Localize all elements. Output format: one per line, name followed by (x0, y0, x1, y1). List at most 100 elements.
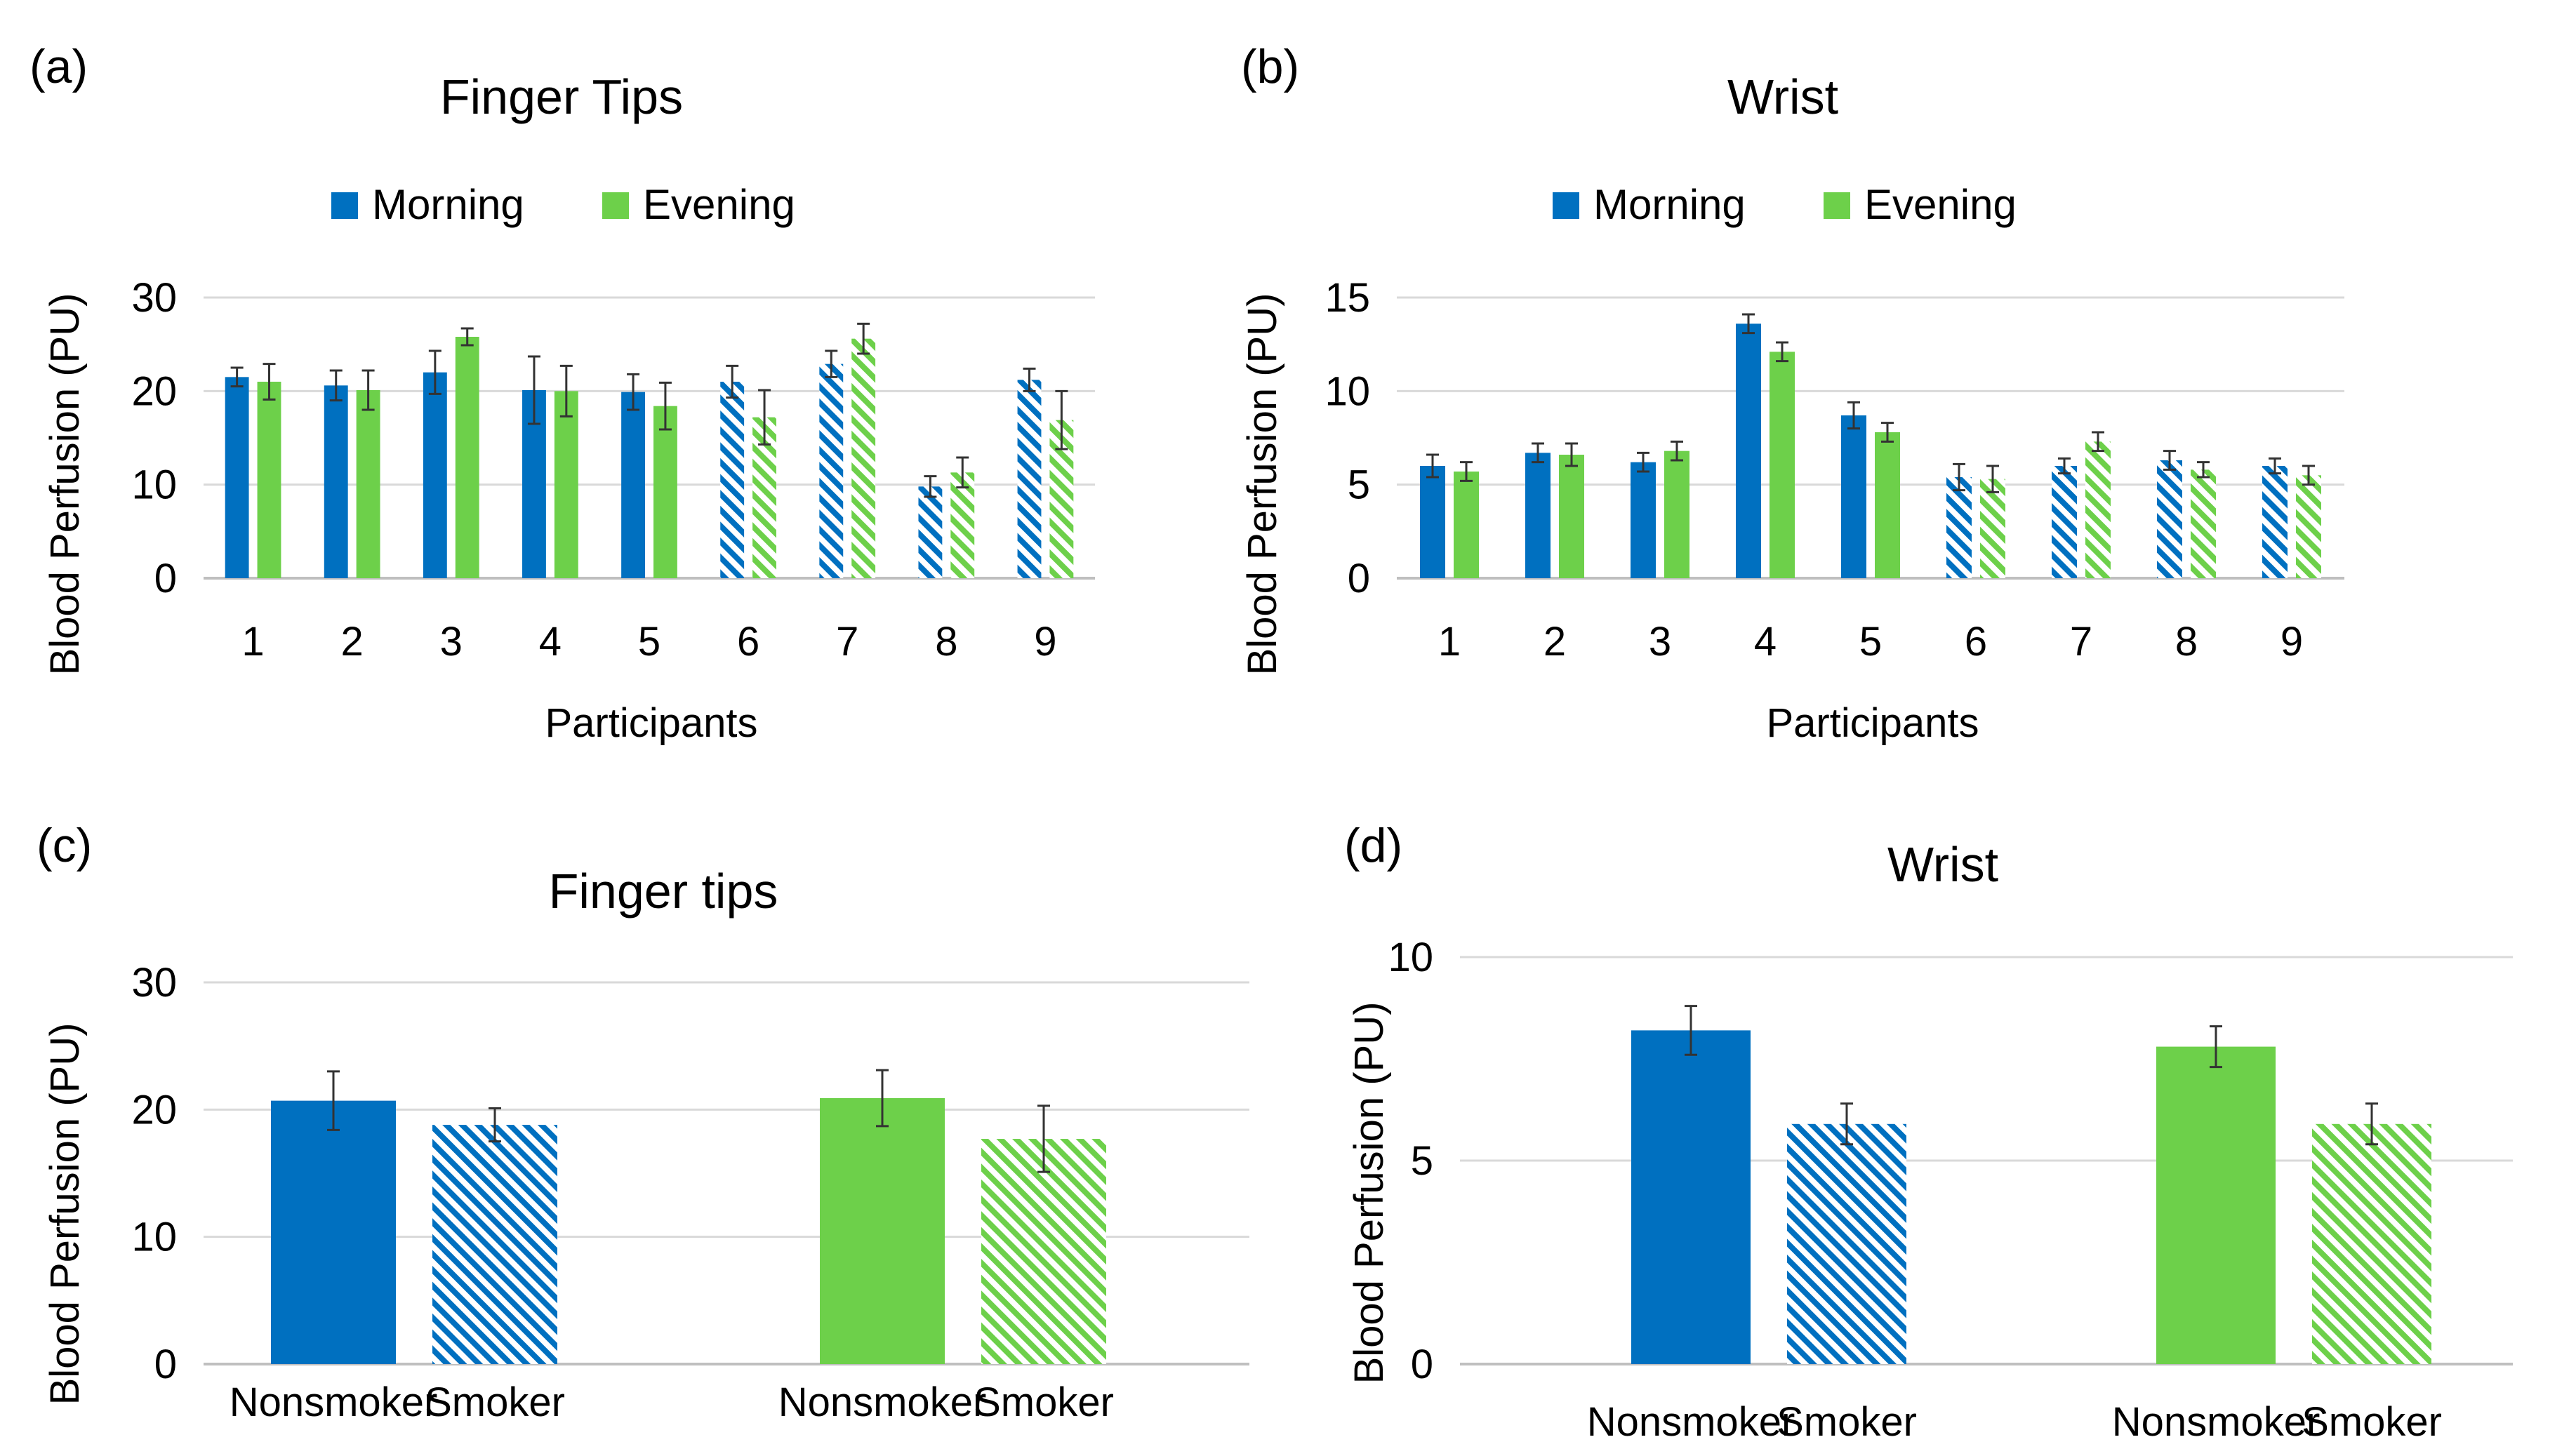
x-tick-label: 6 (737, 619, 759, 664)
panel-c-letter: (c) (36, 819, 92, 872)
bar-evening-2 (356, 390, 380, 578)
bar-morning-1 (1420, 466, 1445, 578)
bar-evening-1 (257, 382, 281, 578)
bar-evening-3 (455, 337, 479, 578)
y-tick-label: 15 (1324, 275, 1370, 321)
y-tick-label: 10 (1388, 935, 1433, 980)
panel-b-legend: Morning Evening (1553, 181, 2017, 228)
bar-evening-smoker (981, 1139, 1106, 1364)
x-tick-label: 4 (1754, 619, 1777, 664)
bar-morning-3 (423, 372, 447, 578)
panel-a-legend-morning-swatch (331, 192, 358, 219)
bar-evening-6 (1980, 479, 2005, 578)
bar-morning-8 (2157, 460, 2182, 578)
panel-b-legend-evening-label: Evening (1864, 181, 2017, 228)
panel-b-legend-evening-swatch (1824, 192, 1850, 219)
panel-c-y-axis-label: Blood Perfusion (PU) (42, 1023, 88, 1405)
bar-morning-3 (1631, 462, 1656, 578)
y-tick-label: 30 (131, 275, 177, 321)
y-tick-label: 10 (131, 1215, 177, 1260)
panel-b-plot: 0 5 10 15 1 2 3 4 5 6 7 8 9 (1324, 275, 2344, 664)
y-tick-label: 0 (154, 1342, 177, 1387)
y-tick-label: 5 (1348, 462, 1370, 508)
x-tick-label: 2 (1543, 619, 1566, 664)
panel-a-legend: Morning Evening (331, 181, 795, 228)
bar-morning-5 (621, 392, 645, 578)
x-tick-label: Smoker (425, 1380, 565, 1425)
y-tick-label: 20 (131, 368, 177, 414)
bar-morning-6 (720, 382, 745, 578)
x-tick-label: Nonsmoker (230, 1380, 438, 1425)
panel-b: (b) Wrist Morning Evening 0 5 10 15 1 2 3 4 5 6 7 8… (1240, 40, 2344, 746)
bar-morning-2 (324, 385, 348, 578)
x-tick-label: Nonsmoker (1587, 1399, 1795, 1445)
bar-morning-9 (1017, 380, 1042, 578)
bar-morning-smoker (432, 1125, 557, 1364)
panel-a-legend-evening-label: Evening (643, 181, 795, 228)
bar-morning-4 (1736, 323, 1761, 578)
panel-a-x-axis-label: Participants (545, 700, 757, 746)
x-tick-label: 5 (638, 619, 660, 664)
y-tick-label: 30 (131, 960, 177, 1006)
panel-a-legend-morning-label: Morning (372, 181, 524, 228)
x-tick-label: 1 (241, 619, 264, 664)
bar-evening-4 (1770, 352, 1795, 578)
x-tick-label: 7 (2070, 619, 2092, 664)
bar-evening-7 (2085, 441, 2111, 578)
panel-b-letter: (b) (1241, 40, 1299, 93)
panel-a-title: Finger Tips (440, 69, 683, 124)
x-tick-label: Nonsmoker (778, 1380, 987, 1425)
bar-morning-nonsmoker (1631, 1030, 1751, 1364)
bar-evening-4 (554, 391, 578, 578)
y-tick-label: 5 (1411, 1138, 1433, 1184)
bar-evening-9 (2296, 475, 2321, 578)
x-tick-label: 4 (539, 619, 562, 664)
x-tick-label: 2 (341, 619, 364, 664)
bar-evening-smoker (2312, 1123, 2431, 1364)
bar-morning-9 (2262, 466, 2288, 578)
panel-b-title: Wrist (1727, 69, 1838, 124)
x-tick-label: 1 (1438, 619, 1461, 664)
bar-evening-3 (1664, 450, 1689, 578)
x-tick-label: 3 (440, 619, 463, 664)
bar-morning-7 (819, 363, 844, 578)
panel-b-legend-morning-swatch (1553, 192, 1579, 219)
panel-c-title: Finger tips (549, 864, 778, 919)
y-tick-label: 0 (154, 556, 177, 601)
x-tick-label: 6 (1965, 619, 1987, 664)
x-tick-label: Smoker (1777, 1399, 1917, 1445)
panel-d-y-axis-label: Blood Perfusion (PU) (1346, 1002, 1392, 1384)
x-tick-label: 5 (1859, 619, 1882, 664)
x-tick-label: Smoker (974, 1380, 1114, 1425)
x-tick-label: 8 (935, 619, 957, 664)
bar-morning-7 (2052, 466, 2077, 578)
y-tick-label: 10 (131, 462, 177, 508)
bar-evening-nonsmoker (2156, 1046, 2276, 1364)
bar-evening-8 (950, 472, 975, 578)
bar-evening-1 (1454, 472, 1479, 578)
y-tick-label: 20 (131, 1087, 177, 1133)
bar-morning-smoker (1787, 1123, 1906, 1364)
bar-morning-8 (918, 486, 943, 578)
x-tick-label: 8 (2175, 619, 2198, 664)
panel-b-y-axis-label: Blood Perfusion (PU) (1240, 293, 1285, 676)
panel-b-x-axis-label: Participants (1766, 700, 1979, 746)
panel-a-plot: 0 10 20 30 1 2 3 4 5 6 7 8 9 (131, 275, 1095, 664)
x-tick-label: Nonsmoker (2112, 1399, 2321, 1445)
y-tick-label: 0 (1348, 556, 1370, 601)
panel-a-letter: (a) (29, 40, 88, 93)
panel-d-title: Wrist (1887, 837, 1998, 892)
x-tick-label: Smoker (2302, 1399, 2442, 1445)
y-tick-label: 10 (1324, 368, 1370, 414)
bar-evening-5 (653, 406, 677, 578)
panel-a-legend-evening-swatch (602, 192, 629, 219)
bar-morning-6 (1946, 477, 1972, 578)
x-tick-label: 3 (1649, 619, 1671, 664)
bar-evening-7 (851, 338, 876, 578)
